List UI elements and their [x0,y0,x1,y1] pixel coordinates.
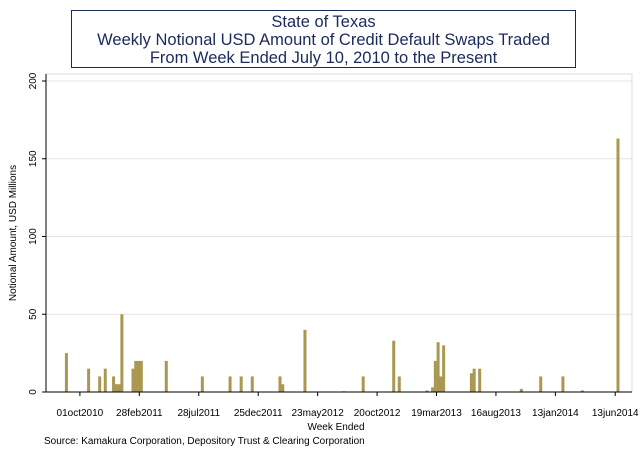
chart-title-line-1: State of Texas [271,13,376,31]
chart-title-line-3: From Week Ended July 10, 2010 to the Pre… [149,49,498,67]
bar [616,138,620,392]
bar [436,342,440,392]
bar [164,360,168,392]
y-tick-label: 150 [28,150,39,167]
bar [392,340,396,392]
y-axis-label: Notional Amount, USD Millions [8,165,19,301]
bar [117,384,121,392]
bar [131,368,135,392]
bar [439,376,443,392]
bar [139,360,143,392]
bar [472,368,476,392]
bar [478,368,482,392]
bar [425,390,429,392]
bar [539,376,543,392]
bar [250,376,254,392]
bar [361,376,365,392]
source-note: Source: Kamakura Corporation, Depository… [44,436,365,447]
bar [134,360,138,392]
bar [98,376,102,392]
bar [137,360,141,392]
x-tick-label: 20oct2012 [354,408,401,419]
bar [114,384,118,392]
bar [469,373,473,392]
axes: 0 50 100 150 200 01oct2010 28feb2011 28jul2011 2… [8,72,639,433]
bar [281,384,285,392]
plot-frame [45,73,633,393]
bar [431,387,435,392]
x-tick-label: 23may2012 [292,408,345,419]
bar [120,314,124,392]
bar [397,376,401,392]
y-tick-label: 50 [28,308,39,320]
bar [561,376,565,392]
x-tick-label: 13jun2014 [592,408,639,419]
bar [112,376,116,392]
x-axis-label: Week Ended [307,422,364,433]
x-tick-label: 13jan2014 [532,408,579,419]
chart-title-box: State of Texas Weekly Notional USD Amoun… [71,10,576,68]
bar [87,368,91,392]
bar [103,368,107,392]
chart-title-line-2: Weekly Notional USD Amount of Credit Def… [97,31,550,49]
bar [278,376,282,392]
x-tick-label: 25dec2011 [234,408,283,419]
bar [442,345,446,392]
x-tick-label: 01oct2010 [57,408,104,419]
bars [64,138,620,393]
bar [519,388,523,392]
x-tick-label: 19mar2013 [411,408,462,419]
x-tick-label: 28jul2011 [177,408,220,419]
bar [580,390,584,392]
gridlines [45,73,633,393]
bar [303,329,307,392]
bar [200,376,204,392]
bar [433,360,437,392]
bar [239,376,243,392]
x-tick-label: 16aug2013 [471,408,521,419]
x-tick-label: 28feb2011 [116,408,163,419]
bar [64,353,68,393]
y-tick-label: 200 [28,72,39,89]
bar [228,376,232,392]
y-tick-label: 0 [28,389,39,395]
y-tick-label: 100 [28,228,39,245]
